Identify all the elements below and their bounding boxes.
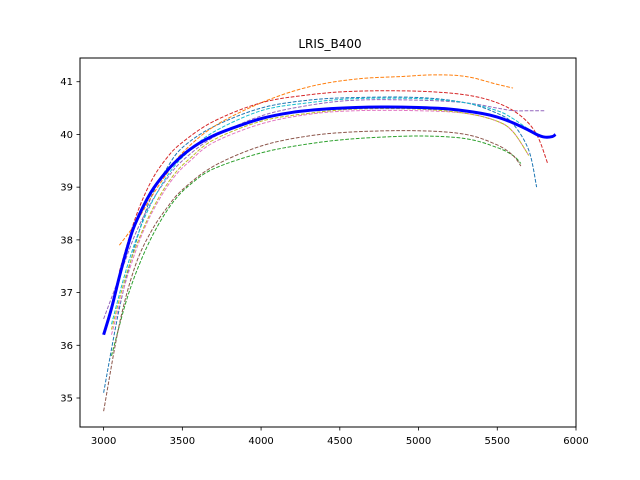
y-axis: 35 36 37 38 39 40 41 bbox=[60, 77, 80, 405]
y-tick-label: 40 bbox=[60, 130, 73, 141]
series-line-3 bbox=[111, 135, 522, 356]
series-line-9 bbox=[111, 97, 545, 325]
series-line-5 bbox=[103, 99, 545, 320]
y-tick-label: 37 bbox=[60, 288, 73, 299]
x-tick-label: 5500 bbox=[485, 436, 510, 447]
series-line-7 bbox=[111, 109, 530, 335]
x-tick-label: 4500 bbox=[327, 436, 352, 447]
x-tick-label: 6000 bbox=[563, 436, 588, 447]
series-line-8 bbox=[111, 108, 530, 330]
x-tick-label: 5000 bbox=[406, 436, 431, 447]
series-line-6 bbox=[103, 130, 522, 412]
x-tick-label: 3500 bbox=[170, 436, 195, 447]
plot-frame bbox=[79, 57, 577, 428]
y-tick-label: 35 bbox=[60, 394, 73, 405]
y-tick-label: 38 bbox=[60, 235, 73, 246]
series-line-2 bbox=[118, 74, 514, 246]
x-tick-label: 3000 bbox=[91, 436, 116, 447]
x-tick-label: 4000 bbox=[248, 436, 273, 447]
y-tick-label: 41 bbox=[60, 77, 73, 88]
series-line-mean bbox=[102, 105, 557, 336]
y-tick-label: 39 bbox=[60, 183, 73, 194]
series-line-4 bbox=[118, 90, 549, 272]
series-layer bbox=[102, 74, 557, 412]
chart-title: LRIS_B400 bbox=[298, 37, 361, 51]
x-axis: 3000 3500 4000 4500 5000 5500 6000 bbox=[91, 427, 589, 447]
y-tick-label: 36 bbox=[60, 341, 73, 352]
